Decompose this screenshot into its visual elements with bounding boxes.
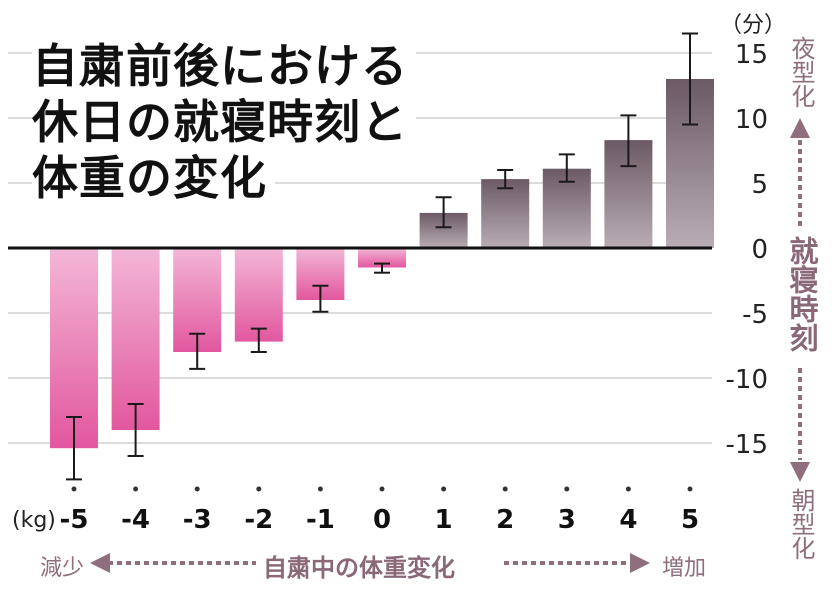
bottom-axis-left-label: 減少 [40,556,85,581]
x-tick-dot [687,486,693,492]
bar [234,248,283,342]
x-tick-label: -1 [306,505,335,535]
y-tick-label: 0 [751,235,768,265]
x-tick-label: -2 [244,505,273,535]
x-tick-label: 0 [373,505,391,535]
x-tick-label: 1 [435,505,453,535]
x-tick-dot [564,486,570,492]
y-tick-label: -15 [726,430,768,460]
x-tick-labels: -5 -4 -3 -2 -1 0 1 2 3 4 5 [60,486,699,535]
y-tick-labels: 15 10 5 0 -5 -10 -15 [726,40,768,460]
x-tick-dot [133,486,139,492]
x-tick-label: 2 [496,505,514,535]
x-unit-label: (kg) [12,508,56,533]
x-tick-dot [379,486,385,492]
x-tick-label: -5 [60,505,89,535]
x-tick-label: -3 [183,505,212,535]
left-arrow-icon [90,553,110,573]
y-tick-label: -5 [742,300,768,330]
right-axis-top-label: 夜型化 [787,36,815,108]
title-line-2: 休日の就寝時刻と [32,94,416,150]
x-tick-label: 3 [558,505,576,535]
x-tick-dot [502,486,508,492]
axis-arrows [90,118,810,573]
x-tick-dot [194,486,200,492]
y-tick-label: 15 [735,40,768,70]
y-unit-label: （分） [720,13,786,38]
x-tick-label: 5 [681,505,699,535]
title-line-3: 体重の変化 [32,150,275,206]
right-axis-middle-label: 就寝時刻 [785,236,819,352]
error-bars [66,32,698,481]
title-line-1: 自粛前後における [32,38,416,94]
y-tick-label: -10 [726,365,768,395]
bar [50,248,98,449]
up-arrow-icon [790,118,810,138]
x-tick-dot [256,486,262,492]
y-tick-label: 5 [751,170,768,200]
down-arrow-icon [790,462,810,482]
y-tick-label: 10 [735,105,768,135]
right-axis-bottom-label: 朝型化 [787,488,815,560]
bar [481,179,530,248]
x-tick-label: -4 [121,505,150,535]
x-tick-dot [625,486,631,492]
bottom-axis-middle-label: 自粛中の体重変化 [263,554,455,582]
chart-title: 自粛前後における 休日の就寝時刻と 体重の変化 [32,38,416,206]
x-tick-dot [71,486,77,492]
bar [111,248,160,430]
bar [358,248,406,268]
x-tick-dot [317,486,323,492]
right-arrow-icon [630,553,650,573]
bottom-axis-right-label: 増加 [662,556,707,581]
x-tick-dot [441,486,447,492]
x-tick-label: 4 [619,505,637,535]
